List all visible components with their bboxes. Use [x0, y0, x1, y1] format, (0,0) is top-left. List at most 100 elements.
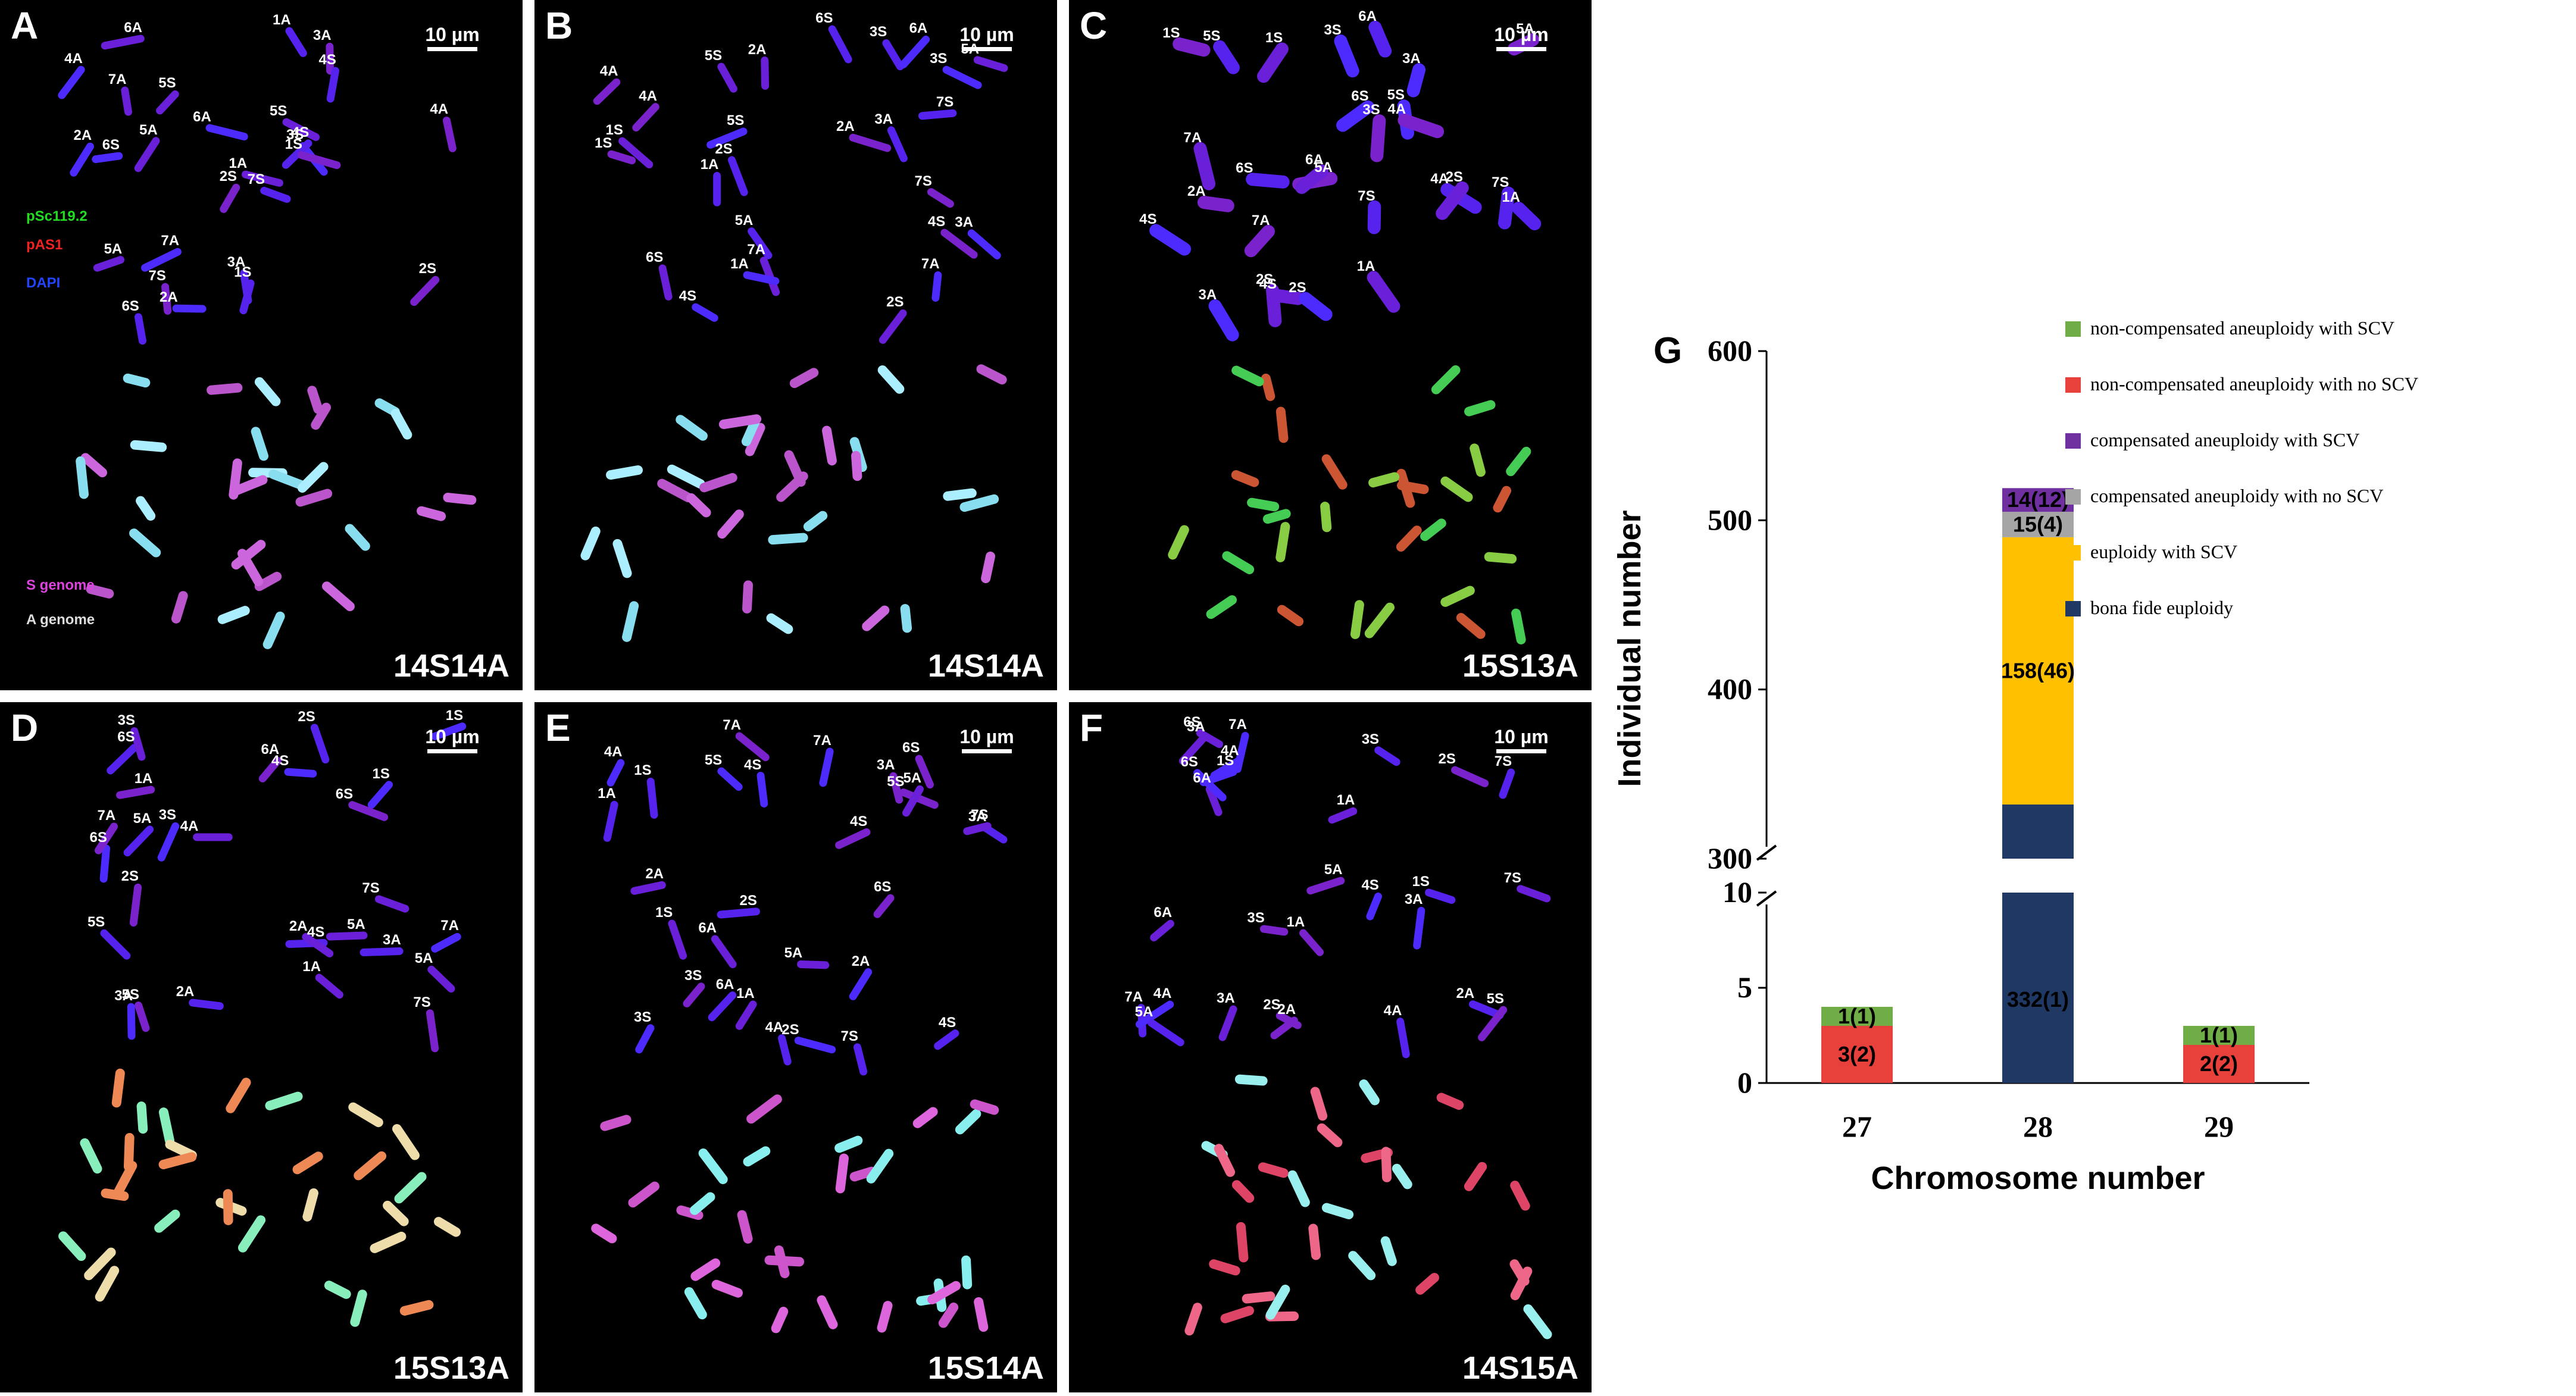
chromosome [853, 1043, 868, 1076]
chromosome-label: 1S [1162, 24, 1180, 41]
chromosome [737, 1210, 753, 1244]
chromosome-label: 7A [723, 717, 741, 733]
chromosome-label: 3A [876, 757, 895, 774]
chromosome [217, 606, 250, 624]
chromosome [942, 65, 982, 89]
chromosome [877, 1301, 893, 1333]
chromosome-label: 2S [1263, 996, 1281, 1013]
chromosome-label: 2A [1277, 1001, 1296, 1018]
chromosome-spread [1135, 729, 1552, 1339]
chromosome [706, 127, 748, 149]
chromosome [963, 822, 992, 835]
scale-label: 10 µm [425, 726, 480, 747]
chromosome [1277, 605, 1304, 627]
chromosome [1470, 443, 1486, 477]
chromosome [797, 960, 830, 969]
chromosome [1276, 406, 1289, 443]
chromosome [442, 116, 457, 152]
chromosome [86, 584, 114, 599]
chromosome [768, 533, 808, 545]
chromosome [1374, 746, 1400, 766]
chromosome-label: 5S [1486, 991, 1505, 1007]
chromosome-label: 4A [1220, 742, 1239, 759]
data-label: 3(2) [1838, 1042, 1876, 1066]
chromosome [889, 772, 904, 804]
chromosome-label: 2A [1456, 985, 1475, 1001]
chromosome [1276, 1012, 1302, 1029]
chromosome [156, 90, 179, 115]
chromosome [1484, 552, 1517, 564]
panel-a: A 10 µm pSc119.2 pAS1 DAPI S genome A ge… [0, 0, 523, 690]
chromosome [1511, 608, 1526, 644]
chromosome [1406, 63, 1426, 98]
chromosome [237, 1215, 266, 1253]
chromosome-label: 6A [1193, 770, 1211, 787]
chromosome [123, 1133, 135, 1172]
chromosome [157, 822, 180, 862]
chromosome [1258, 1162, 1289, 1178]
chromosome-label: 4A [180, 818, 199, 834]
chromosome [699, 472, 737, 493]
chromosome-label: 5A [1324, 862, 1343, 878]
data-label: 1(1) [1838, 1004, 1876, 1028]
chromosome [607, 150, 636, 165]
chromosome [746, 1094, 782, 1124]
chromosome [1392, 1163, 1412, 1190]
chromosome-label: 7S [413, 994, 431, 1010]
chromosome-label: 4S [318, 51, 336, 68]
chromosome [1380, 1236, 1397, 1266]
chromosome-label: 7A [1251, 212, 1270, 229]
chromosome [431, 932, 461, 953]
chromosome-label: 3S [286, 127, 304, 143]
chromosome [764, 1255, 805, 1267]
chromosome-label: 5S [1387, 87, 1405, 104]
chromosome [1366, 892, 1382, 921]
chromosome [961, 1255, 973, 1289]
chromosome [1381, 1147, 1392, 1182]
chromosome [1220, 1306, 1254, 1323]
chromosome [646, 777, 658, 819]
chromosome [1231, 470, 1259, 487]
chromosome-label: 2S [781, 1021, 799, 1038]
legend-swatch [2065, 489, 2081, 505]
chromosome [348, 1102, 383, 1128]
chromosome-label: 1S [655, 904, 673, 921]
chromosome [189, 999, 224, 1010]
chromosome-label: 2S [219, 168, 237, 185]
chromosome [251, 427, 269, 461]
chromosome-label: 5A [347, 916, 365, 932]
chromosome [129, 528, 161, 558]
y-tick-label: 10 [1722, 875, 1752, 909]
chromosome [622, 601, 639, 642]
chromosome-label: 4A [599, 63, 618, 80]
chromosome [931, 271, 942, 302]
chromosome [220, 183, 240, 213]
chromosome-label: 5A [961, 40, 980, 57]
chromosome-label: 5A [104, 240, 123, 257]
chromosome [684, 1287, 707, 1320]
chromosome-label: 1A [134, 771, 153, 787]
chromosome [777, 1034, 792, 1066]
karyotype-label: 15S14A [927, 1350, 1044, 1386]
chromosome [80, 1138, 102, 1174]
karyotype-label: 14S14A [393, 648, 509, 684]
chromosome [1367, 200, 1381, 234]
chromosome [1193, 769, 1227, 802]
chromosome-label: 4S [291, 124, 310, 140]
chromosome-label: 6S [335, 785, 354, 802]
chromosome-label: 6S [815, 10, 833, 26]
chromosome-label: 3A [874, 111, 893, 127]
chromosome [635, 1024, 655, 1054]
chromosome-label: 5S [270, 103, 287, 120]
chromosome [866, 1148, 894, 1184]
chromosome [900, 604, 912, 633]
chromosome-label: 3S [1247, 910, 1265, 927]
chromosome [354, 1151, 387, 1181]
chromosome-label: 7A [921, 256, 940, 273]
chromosome [161, 283, 172, 315]
scale-label: 10 µm [1494, 24, 1549, 45]
chromosome-label: 7S [971, 807, 989, 824]
chromosome [282, 139, 312, 169]
chromosome [1184, 1303, 1202, 1336]
chromosome [851, 450, 862, 481]
